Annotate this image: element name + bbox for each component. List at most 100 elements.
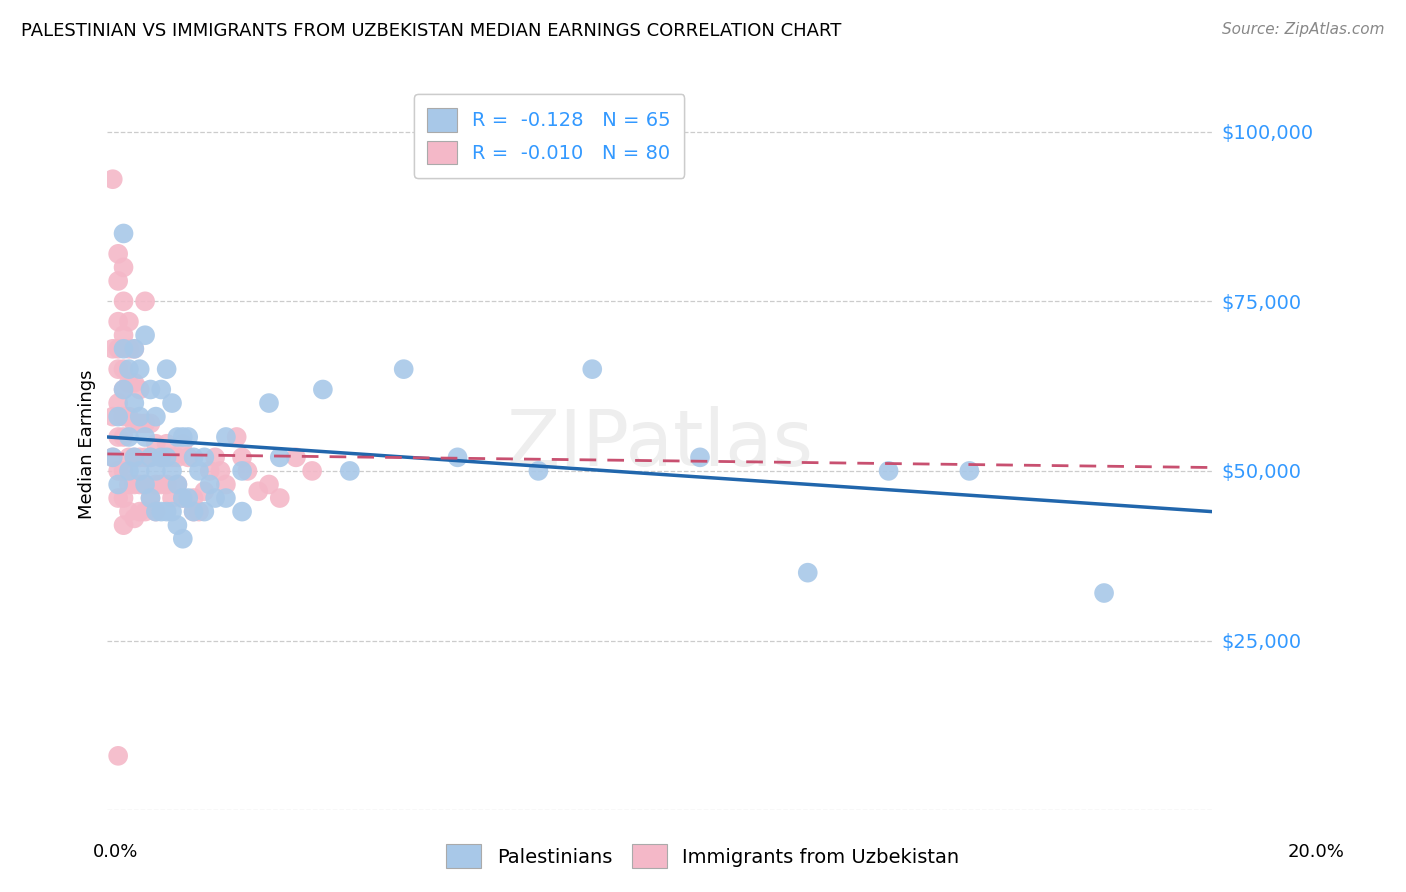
Point [107,430,129,444]
Point [193,484,215,499]
Text: 20.0%: 20.0% [1288,843,1344,861]
Point [112,491,135,505]
Point [139,383,162,397]
Point [112,383,135,397]
Point [112,362,135,376]
Point [209,464,232,478]
Point [193,450,215,465]
Point [156,505,179,519]
Point [134,450,156,465]
Point [134,505,156,519]
Point [112,409,135,424]
Point [118,505,141,519]
Point [107,491,129,505]
Point [118,376,141,390]
Point [150,477,173,491]
Point [172,491,194,505]
Point [145,436,167,450]
Point [107,409,129,424]
Point [188,464,211,478]
Point [134,477,156,491]
Point [128,450,150,465]
Point [183,505,205,519]
Point [198,464,221,478]
Point [128,477,150,491]
Point [145,505,167,519]
Point [124,376,146,390]
Point [128,409,150,424]
Text: ZIPatlas: ZIPatlas [506,406,813,482]
Point [145,464,167,478]
Point [689,450,711,465]
Point [183,505,205,519]
Point [124,417,146,431]
Point [257,396,280,410]
Point [160,464,183,478]
Point [339,464,361,478]
Point [124,450,146,465]
Point [107,342,129,356]
Point [312,383,335,397]
Point [107,396,129,410]
Point [183,450,205,465]
Point [446,450,468,465]
Point [204,491,226,505]
Point [392,362,415,376]
Point [112,518,135,533]
Point [107,477,129,491]
Point [107,315,129,329]
Point [118,450,141,465]
Point [118,409,141,424]
Point [231,464,253,478]
Point [134,294,156,309]
Point [150,450,173,465]
Point [124,396,146,410]
Point [166,518,188,533]
Point [145,409,167,424]
Point [145,505,167,519]
Point [581,362,603,376]
Text: Source: ZipAtlas.com: Source: ZipAtlas.com [1222,22,1385,37]
Point [134,477,156,491]
Point [183,491,205,505]
Point [139,450,162,465]
Point [112,383,135,397]
Point [231,450,253,465]
Point [269,450,291,465]
Point [112,430,135,444]
Point [188,505,211,519]
Point [128,362,150,376]
Point [112,464,135,478]
Point [797,566,820,580]
Point [118,362,141,376]
Point [112,294,135,309]
Legend: Palestinians, Immigrants from Uzbekistan: Palestinians, Immigrants from Uzbekistan [437,835,969,878]
Point [225,430,247,444]
Point [118,477,141,491]
Point [231,505,253,519]
Point [160,505,183,519]
Point [156,436,179,450]
Point [172,491,194,505]
Point [957,464,980,478]
Point [118,315,141,329]
Point [118,342,141,356]
Point [101,342,124,356]
Point [166,477,188,491]
Point [160,491,183,505]
Point [128,383,150,397]
Point [128,464,150,478]
Point [215,477,238,491]
Text: PALESTINIAN VS IMMIGRANTS FROM UZBEKISTAN MEDIAN EARNINGS CORRELATION CHART: PALESTINIAN VS IMMIGRANTS FROM UZBEKISTA… [21,22,841,40]
Point [160,450,183,465]
Point [101,450,124,465]
Point [101,450,124,465]
Point [124,450,146,465]
Point [193,505,215,519]
Point [145,477,167,491]
Point [215,430,238,444]
Point [124,511,146,525]
Point [124,342,146,356]
Point [118,464,141,478]
Point [134,430,156,444]
